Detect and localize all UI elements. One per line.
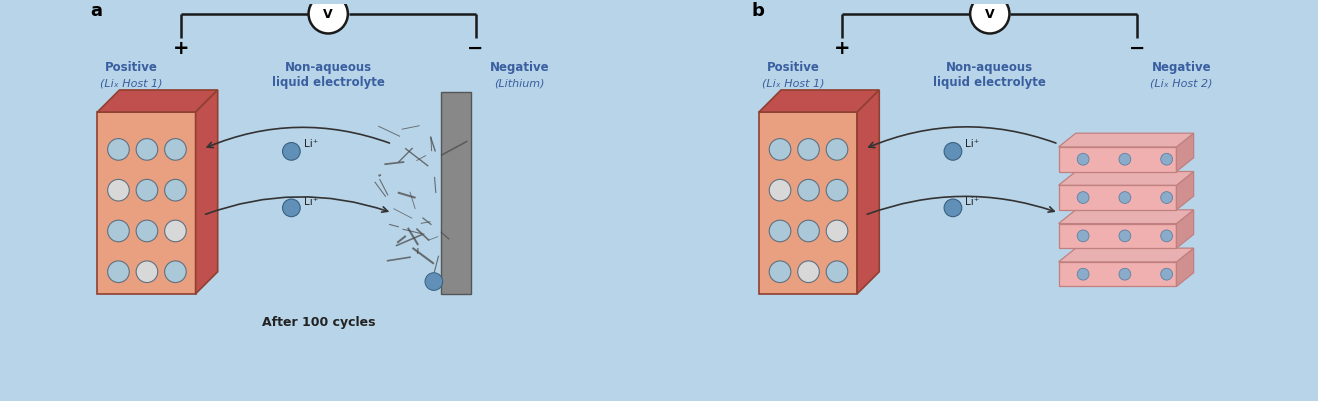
Text: (Lithium): (Lithium) — [494, 79, 546, 89]
Polygon shape — [442, 93, 471, 294]
Circle shape — [797, 220, 820, 242]
Circle shape — [944, 199, 962, 217]
Circle shape — [1077, 192, 1089, 203]
Circle shape — [1161, 268, 1173, 280]
Circle shape — [770, 261, 791, 283]
Polygon shape — [98, 90, 217, 112]
Text: Li⁺: Li⁺ — [303, 139, 318, 149]
Circle shape — [826, 261, 847, 283]
Circle shape — [797, 261, 820, 283]
Circle shape — [770, 139, 791, 160]
Circle shape — [136, 220, 158, 242]
Polygon shape — [759, 112, 857, 294]
Text: V: V — [985, 8, 995, 21]
Circle shape — [1077, 153, 1089, 165]
Text: Li⁺: Li⁺ — [303, 197, 318, 207]
Circle shape — [136, 179, 158, 201]
Polygon shape — [1177, 248, 1194, 286]
Polygon shape — [1058, 172, 1194, 185]
Circle shape — [770, 220, 791, 242]
Polygon shape — [1058, 210, 1194, 224]
Circle shape — [165, 220, 186, 242]
Circle shape — [970, 0, 1010, 34]
Text: (Liₓ Host 1): (Liₓ Host 1) — [762, 79, 825, 89]
Polygon shape — [1058, 248, 1194, 262]
Text: Non-aqueous
liquid electrolyte: Non-aqueous liquid electrolyte — [933, 61, 1046, 89]
Circle shape — [826, 179, 847, 201]
Text: Li⁺: Li⁺ — [965, 139, 979, 149]
Text: −: − — [1130, 39, 1145, 58]
Text: a: a — [90, 2, 101, 20]
Circle shape — [282, 142, 301, 160]
Circle shape — [1077, 230, 1089, 242]
Text: After 100 cycles: After 100 cycles — [262, 316, 376, 329]
Circle shape — [282, 199, 301, 217]
Text: +: + — [834, 39, 850, 58]
Polygon shape — [1177, 210, 1194, 248]
Text: Positive: Positive — [767, 61, 820, 73]
Polygon shape — [1058, 147, 1177, 172]
Polygon shape — [1058, 185, 1177, 210]
Polygon shape — [1177, 172, 1194, 210]
Circle shape — [308, 0, 348, 34]
Text: Negative: Negative — [1152, 61, 1211, 73]
Text: +: + — [173, 39, 188, 58]
Circle shape — [108, 179, 129, 201]
Circle shape — [797, 179, 820, 201]
Polygon shape — [1058, 262, 1177, 286]
Polygon shape — [1058, 133, 1194, 147]
Circle shape — [1119, 230, 1131, 242]
Circle shape — [1119, 153, 1131, 165]
Polygon shape — [857, 90, 879, 294]
Circle shape — [108, 139, 129, 160]
Circle shape — [108, 261, 129, 283]
Text: Li⁺: Li⁺ — [965, 197, 979, 207]
Circle shape — [1077, 268, 1089, 280]
Circle shape — [944, 142, 962, 160]
Polygon shape — [759, 90, 879, 112]
Text: (Liₓ Host 2): (Liₓ Host 2) — [1151, 79, 1213, 89]
Circle shape — [1161, 230, 1173, 242]
Circle shape — [136, 261, 158, 283]
Circle shape — [165, 261, 186, 283]
Circle shape — [136, 139, 158, 160]
Text: Non-aqueous
liquid electrolyte: Non-aqueous liquid electrolyte — [272, 61, 385, 89]
Circle shape — [826, 220, 847, 242]
Text: (Liₓ Host 1): (Liₓ Host 1) — [100, 79, 163, 89]
Polygon shape — [98, 112, 195, 294]
Circle shape — [1161, 153, 1173, 165]
Circle shape — [424, 273, 443, 290]
Polygon shape — [1177, 133, 1194, 172]
Circle shape — [826, 139, 847, 160]
Text: −: − — [468, 39, 484, 58]
Circle shape — [108, 220, 129, 242]
Circle shape — [1119, 192, 1131, 203]
Text: b: b — [751, 2, 764, 20]
Text: Negative: Negative — [490, 61, 550, 73]
Polygon shape — [1058, 224, 1177, 248]
Circle shape — [797, 139, 820, 160]
Circle shape — [165, 139, 186, 160]
Text: V: V — [323, 8, 333, 21]
Circle shape — [165, 179, 186, 201]
Circle shape — [1161, 192, 1173, 203]
Polygon shape — [195, 90, 217, 294]
Circle shape — [1119, 268, 1131, 280]
Text: Positive: Positive — [105, 61, 158, 73]
Circle shape — [770, 179, 791, 201]
